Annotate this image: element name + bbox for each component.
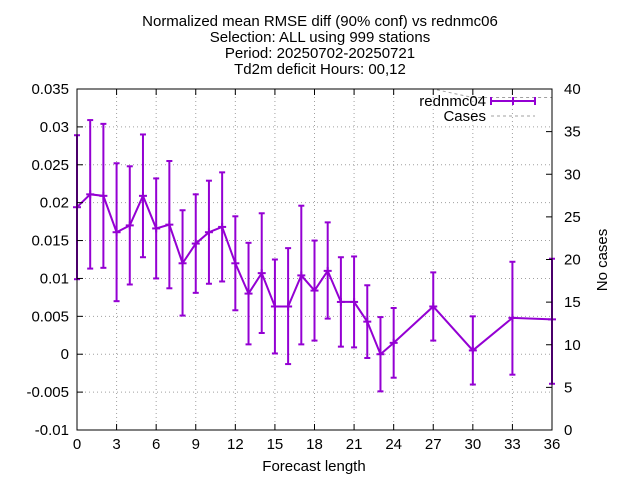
title-line-1: Normalized mean RMSE diff (90% conf) vs … <box>142 13 498 30</box>
rednmc04-point <box>152 177 161 280</box>
y-tick-label: 0 <box>61 346 69 363</box>
y2-tick-label: 20 <box>564 252 581 269</box>
x-tick-label: 12 <box>227 436 244 453</box>
x-tick-label: 30 <box>464 436 481 453</box>
x-tick-label: 18 <box>306 436 323 453</box>
rednmc04-point <box>468 315 477 386</box>
rednmc04-point <box>297 204 306 346</box>
rednmc04-point <box>244 241 253 346</box>
x-tick-label: 15 <box>267 436 284 453</box>
legend-label-cases: Cases <box>443 108 486 125</box>
y2-tick-label: 5 <box>564 379 572 396</box>
x-tick-label: 0 <box>73 436 81 453</box>
y-tick-label: 0.02 <box>40 195 69 212</box>
rednmc04-point <box>218 171 227 283</box>
chart-title: Normalized mean RMSE diff (90% conf) vs … <box>142 13 498 78</box>
axes: 0 3 6 9 12 15 18 21 24 27 30 33 36-0.01-0.00500.0050… <box>26 81 580 453</box>
rednmc04-point <box>336 256 345 348</box>
rednmc04-point <box>125 165 134 286</box>
y2-tick-label: 40 <box>564 81 581 98</box>
rednmc04-point <box>86 119 95 270</box>
x-tick-label: 6 <box>152 436 160 453</box>
x-tick-label: 3 <box>112 436 120 453</box>
y-tick-label: -0.01 <box>35 422 69 439</box>
rednmc04-point <box>138 133 147 259</box>
rednmc04-point <box>270 258 279 355</box>
y-tick-label: 0.025 <box>31 157 69 174</box>
legend: rednmc04 Cases <box>419 93 536 125</box>
x-tick-label: 24 <box>385 436 402 453</box>
rednmc04-point <box>350 255 359 349</box>
x-axis-label: Forecast length <box>262 458 365 475</box>
rednmc04-point <box>257 212 266 335</box>
rednmc04-point <box>323 221 332 320</box>
rednmc04-point <box>99 122 108 269</box>
y2-axis-label: No cases <box>594 229 611 292</box>
y-tick-label: 0.03 <box>40 119 69 136</box>
title-line-3: Period: 20250702-20250721 <box>225 45 415 62</box>
x-tick-label: 36 <box>544 436 561 453</box>
rednmc04-point <box>376 316 385 393</box>
rednmc04-point <box>191 193 200 294</box>
x-tick-label: 21 <box>346 436 363 453</box>
rednmc04-point <box>178 209 187 317</box>
y-tick-label: -0.005 <box>26 384 69 401</box>
y-tick-label: 0.015 <box>31 233 69 250</box>
y-tick-label: 0.005 <box>31 308 69 325</box>
rednmc04-point <box>165 159 174 290</box>
title-line-4: Td2m deficit Hours: 00,12 <box>234 61 406 78</box>
legend-label-rednmc04: rednmc04 <box>419 93 486 110</box>
rednmc04-point <box>363 284 372 360</box>
rednmc04-point <box>389 306 398 379</box>
x-tick-label: 9 <box>192 436 200 453</box>
y2-tick-label: 30 <box>564 166 581 183</box>
y2-tick-label: 0 <box>564 422 572 439</box>
rednmc04-point <box>284 247 293 366</box>
x-tick-label: 33 <box>504 436 521 453</box>
rednmc04-point <box>310 239 319 342</box>
title-line-2: Selection: ALL using 999 stations <box>210 29 430 46</box>
y-tick-label: 0.01 <box>40 270 69 287</box>
y-tick-label: 0.035 <box>31 81 69 98</box>
rednmc04-point <box>112 162 121 303</box>
rednmc04-point <box>231 215 240 312</box>
y2-tick-label: 15 <box>564 294 581 311</box>
rednmc04-series <box>73 119 556 393</box>
x-tick-label: 27 <box>425 436 442 453</box>
rednmc04-point <box>204 179 213 285</box>
rednmc04-point <box>508 260 517 376</box>
y2-tick-label: 35 <box>564 124 581 141</box>
y2-tick-label: 10 <box>564 337 581 354</box>
rednmc04-point <box>429 271 438 342</box>
y2-tick-label: 25 <box>564 209 581 226</box>
